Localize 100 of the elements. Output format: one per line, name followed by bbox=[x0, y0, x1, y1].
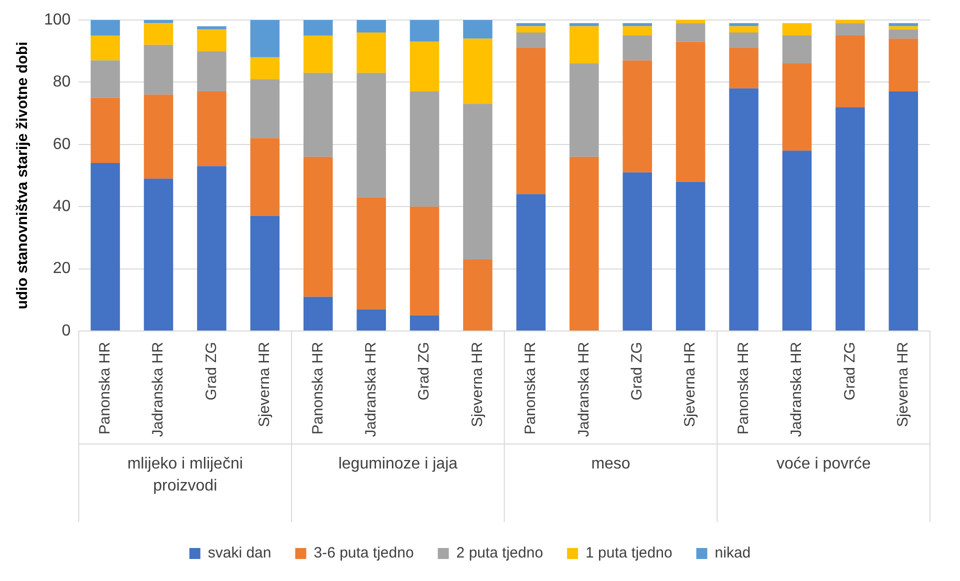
bar bbox=[782, 64, 812, 151]
bar bbox=[782, 23, 812, 36]
bar bbox=[410, 42, 440, 92]
bar bbox=[144, 20, 174, 24]
text: mlijeko i mliječni proizvodi bbox=[127, 455, 243, 494]
bar bbox=[90, 20, 120, 36]
y-tick-label: 60 bbox=[52, 136, 71, 153]
bar bbox=[836, 36, 865, 108]
bar bbox=[729, 48, 758, 88]
bar bbox=[197, 29, 226, 52]
bar bbox=[516, 26, 546, 32]
bar bbox=[888, 26, 918, 30]
x-tick-label: Sjeverna HR bbox=[682, 342, 699, 428]
bar bbox=[782, 150, 812, 330]
bar bbox=[303, 296, 333, 330]
bar bbox=[570, 23, 599, 26]
bar bbox=[90, 36, 120, 60]
x-tick-label: Jadranska HR bbox=[788, 342, 806, 438]
bar bbox=[197, 92, 226, 166]
bar bbox=[570, 26, 599, 64]
x-tick-label: Panonska HR bbox=[734, 342, 752, 435]
bar bbox=[303, 20, 333, 36]
bar bbox=[570, 156, 599, 330]
bar bbox=[410, 20, 440, 42]
bar bbox=[516, 23, 546, 26]
bar bbox=[463, 104, 492, 260]
bar bbox=[144, 94, 174, 179]
bar bbox=[90, 98, 120, 164]
bar bbox=[888, 92, 918, 330]
bar bbox=[144, 23, 174, 45]
bar bbox=[303, 36, 333, 73]
y-tick-label: 20 bbox=[52, 260, 71, 278]
bar bbox=[888, 38, 918, 92]
bar bbox=[144, 44, 174, 95]
bar bbox=[836, 20, 865, 24]
bar bbox=[250, 79, 280, 138]
legend-label: 1 puta tjedno bbox=[586, 544, 672, 562]
bar bbox=[782, 36, 812, 64]
bar bbox=[622, 172, 652, 330]
bar bbox=[676, 182, 706, 330]
bar bbox=[836, 23, 865, 36]
text: voće i povrće bbox=[776, 455, 871, 472]
bar bbox=[463, 20, 492, 39]
bar bbox=[836, 107, 865, 330]
bar bbox=[410, 92, 440, 207]
x-tick-label: Panonska HR bbox=[309, 342, 326, 435]
text: meso bbox=[591, 455, 630, 472]
bar bbox=[676, 23, 706, 42]
x-tick-label: Panonska HR bbox=[522, 342, 540, 435]
bar bbox=[197, 51, 226, 92]
bar bbox=[676, 42, 706, 182]
bar bbox=[356, 197, 386, 310]
legend-label: nikad bbox=[714, 544, 751, 562]
bar bbox=[197, 26, 226, 30]
y-tick-label: 0 bbox=[62, 322, 71, 340]
x-tick-label: Grad ZG bbox=[628, 342, 646, 400]
y-tick-label: 100 bbox=[44, 11, 71, 28]
bar bbox=[356, 309, 386, 330]
bar bbox=[197, 166, 226, 330]
legend-label: 2 puta tjedno bbox=[456, 544, 544, 562]
x-tick-label: Jadranska HR bbox=[575, 342, 592, 438]
bar bbox=[356, 32, 386, 73]
bar bbox=[250, 20, 280, 58]
bar bbox=[250, 57, 280, 80]
bar bbox=[250, 216, 280, 330]
bar bbox=[622, 36, 652, 60]
y-tick-label: 40 bbox=[52, 198, 71, 215]
bar bbox=[729, 32, 758, 48]
bar bbox=[356, 72, 386, 198]
x-tick-label: Grad ZG bbox=[841, 342, 858, 400]
bar bbox=[622, 23, 652, 26]
bar bbox=[622, 26, 652, 36]
legend-label: 3-6 puta tjedno bbox=[314, 544, 414, 562]
bar bbox=[144, 178, 174, 330]
bar bbox=[250, 138, 280, 216]
bar bbox=[622, 60, 652, 172]
x-tick-label: Panonska HR bbox=[96, 342, 114, 435]
legend-label: svaki dan bbox=[208, 544, 272, 562]
bar bbox=[463, 38, 492, 104]
bar bbox=[410, 206, 440, 316]
bar bbox=[516, 32, 546, 48]
bar bbox=[570, 64, 599, 157]
bar bbox=[410, 315, 440, 330]
x-tick-label: Jadranska HR bbox=[150, 342, 167, 438]
bar bbox=[463, 259, 492, 330]
y-tick-label: 80 bbox=[52, 74, 71, 91]
y-axis-title: udio stanovništva starije životne dobi bbox=[14, 42, 32, 310]
x-tick-label: Sjeverna HR bbox=[256, 342, 274, 428]
bar bbox=[90, 163, 120, 330]
bar bbox=[729, 26, 758, 32]
x-tick-label: Grad ZG bbox=[202, 342, 220, 400]
bar bbox=[888, 29, 918, 39]
bar bbox=[90, 60, 120, 98]
bar bbox=[676, 20, 706, 24]
bar bbox=[729, 23, 758, 26]
x-tick-label: Sjeverna HR bbox=[894, 342, 912, 428]
bar bbox=[888, 23, 918, 26]
bar bbox=[516, 48, 546, 194]
bar bbox=[516, 194, 546, 330]
bar bbox=[729, 88, 758, 330]
